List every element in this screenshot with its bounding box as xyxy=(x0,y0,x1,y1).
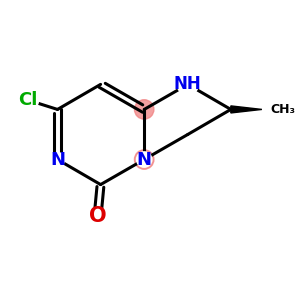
Text: CH₃: CH₃ xyxy=(270,103,295,116)
Circle shape xyxy=(136,152,152,167)
Circle shape xyxy=(50,152,64,167)
Circle shape xyxy=(134,150,154,169)
Circle shape xyxy=(177,74,198,95)
Text: O: O xyxy=(89,206,106,226)
Polygon shape xyxy=(231,106,262,113)
Circle shape xyxy=(134,100,154,119)
Text: N: N xyxy=(50,151,65,169)
Circle shape xyxy=(17,89,38,111)
Text: NH: NH xyxy=(174,75,202,93)
Text: Cl: Cl xyxy=(18,91,38,109)
Text: N: N xyxy=(137,151,152,169)
Circle shape xyxy=(89,207,106,224)
